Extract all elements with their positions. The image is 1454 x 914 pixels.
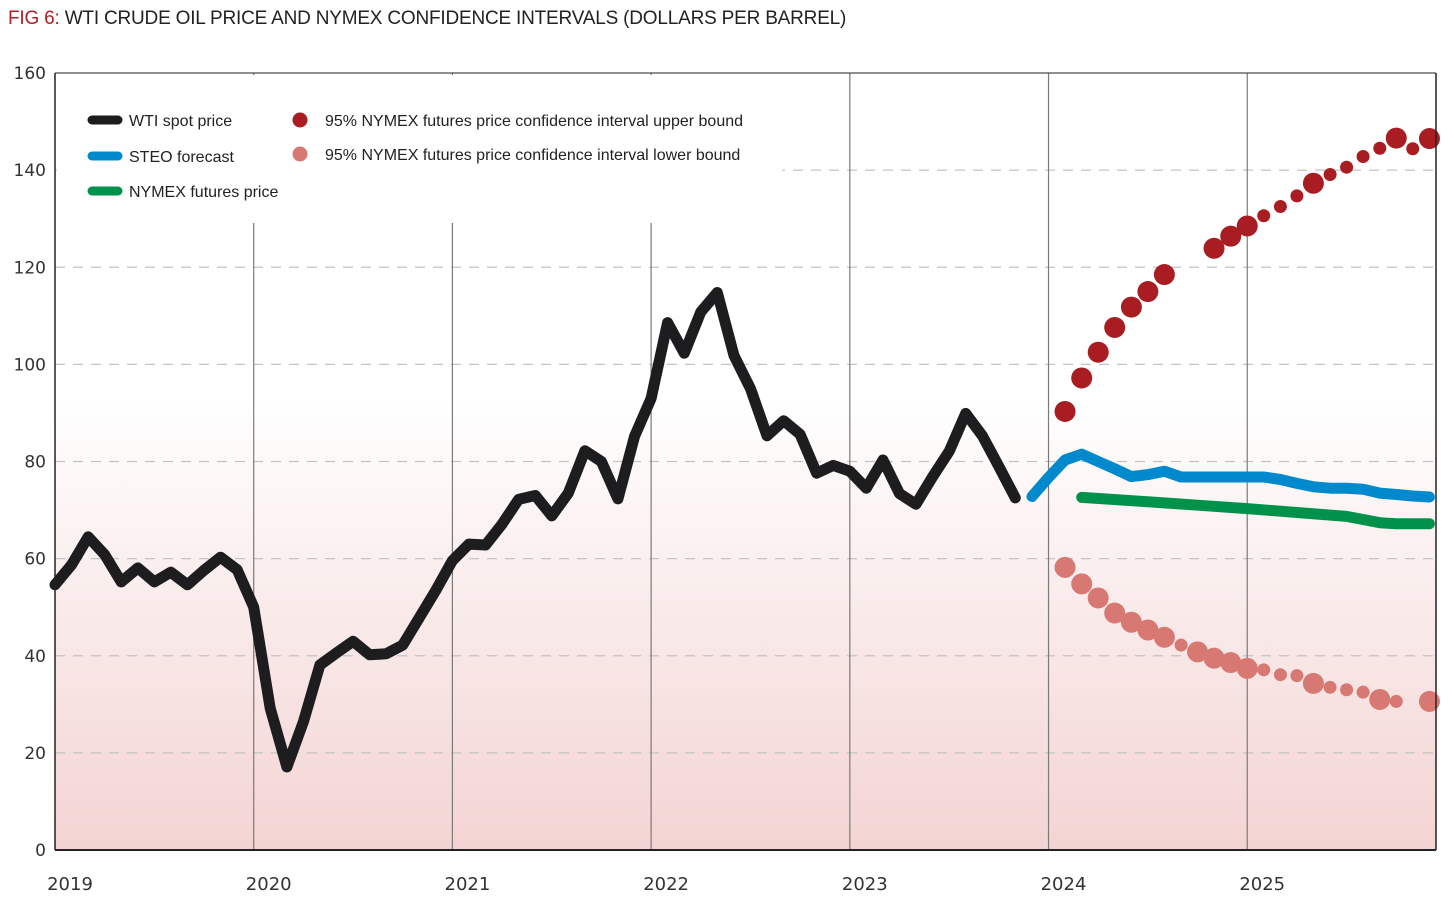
lower-point [1153, 626, 1175, 648]
legend-background [57, 75, 782, 223]
upper-point [1302, 172, 1324, 194]
lower-point [1054, 556, 1076, 578]
upper-point [1220, 225, 1242, 247]
y-tick-label: 120 [14, 258, 46, 278]
upper-point [1071, 367, 1093, 389]
x-axis-ticks: 2019 2020 2021 2022 2023 2024 2025 [47, 874, 1285, 895]
lower-point [1087, 587, 1109, 609]
y-tick-label: 80 [24, 453, 46, 473]
lower-point [1340, 683, 1354, 697]
lower-point [1369, 688, 1391, 710]
upper-point [1290, 189, 1304, 203]
axes [54, 72, 1437, 851]
y-tick-label: 140 [14, 161, 46, 181]
legend-label-nymex: NYMEX futures price [129, 184, 278, 201]
upper-point [1137, 281, 1159, 303]
lower-point [1174, 638, 1188, 652]
upper-point [1418, 128, 1440, 150]
legend-label-lower: 95% NYMEX futures price confidence inter… [325, 147, 740, 164]
lower-point [1137, 619, 1159, 641]
legend-swatch-lower [292, 146, 308, 162]
legend-label-wti: WTI spot price [129, 113, 232, 130]
x-tick-label: 2019 [47, 874, 93, 895]
y-tick-label: 0 [35, 841, 46, 861]
upper-point [1203, 237, 1225, 259]
wti-line [49, 287, 1021, 773]
steo-line [1026, 448, 1435, 503]
upper-point [1236, 215, 1258, 237]
upper-point [1323, 167, 1337, 181]
lower-point [1418, 690, 1440, 712]
upper-point [1257, 209, 1271, 223]
upper-point [1385, 127, 1407, 149]
x-tick-label: 2025 [1239, 874, 1285, 895]
upper-point [1104, 316, 1126, 338]
figure-title: FIG 6: WTI CRUDE OIL PRICE AND NYMEX CON… [8, 8, 846, 30]
y-tick-label: 100 [14, 355, 46, 375]
upper-point [1120, 296, 1142, 318]
lower-point [1120, 611, 1142, 633]
upper-point [1273, 200, 1287, 214]
y-tick-label: 20 [24, 744, 46, 764]
upper-point [1406, 142, 1420, 156]
figure-title-text: WTI CRUDE OIL PRICE AND NYMEX CONFIDENCE… [64, 8, 847, 29]
upper-point [1356, 150, 1370, 164]
x-tick-label: 2022 [643, 874, 689, 895]
upper-point [1373, 141, 1387, 155]
lower-point [1203, 647, 1225, 669]
lower-point [1187, 641, 1209, 663]
lower-point [1273, 668, 1287, 682]
y-tick-label: 160 [14, 64, 46, 84]
y-tick-label: 40 [24, 647, 46, 667]
lower-point [1257, 663, 1271, 677]
lower-point [1389, 694, 1403, 708]
lower-point [1071, 573, 1093, 595]
series-layer [49, 127, 1440, 773]
upper-point [1340, 160, 1354, 174]
legend-label-upper: 95% NYMEX futures price confidence inter… [325, 113, 743, 130]
lower-point [1236, 657, 1258, 679]
x-tick-label: 2024 [1041, 874, 1087, 895]
x-tick-label: 2023 [842, 874, 888, 895]
y-tick-label: 60 [24, 550, 46, 570]
lower-point [1356, 685, 1370, 699]
figure-label: FIG 6: [8, 8, 60, 29]
upper-point [1054, 400, 1076, 422]
x-tick-label: 2020 [246, 874, 292, 895]
upper-point [1087, 341, 1109, 363]
lower-point [1220, 652, 1242, 674]
lower-point [1323, 680, 1337, 694]
legend: WTI spot price STEO forecast NYMEX futures… [87, 112, 743, 201]
x-tick-label: 2021 [445, 874, 491, 895]
lower-point [1290, 669, 1304, 683]
legend-swatch-upper [292, 112, 308, 128]
upper-point [1153, 264, 1175, 286]
lower-point [1302, 672, 1324, 694]
legend-label-steo: STEO forecast [129, 149, 234, 166]
lower-point [1104, 602, 1126, 624]
nymex-line [1076, 491, 1435, 530]
y-axis-ticks: 0 20 40 60 80 100 120 140 160 [14, 64, 46, 861]
